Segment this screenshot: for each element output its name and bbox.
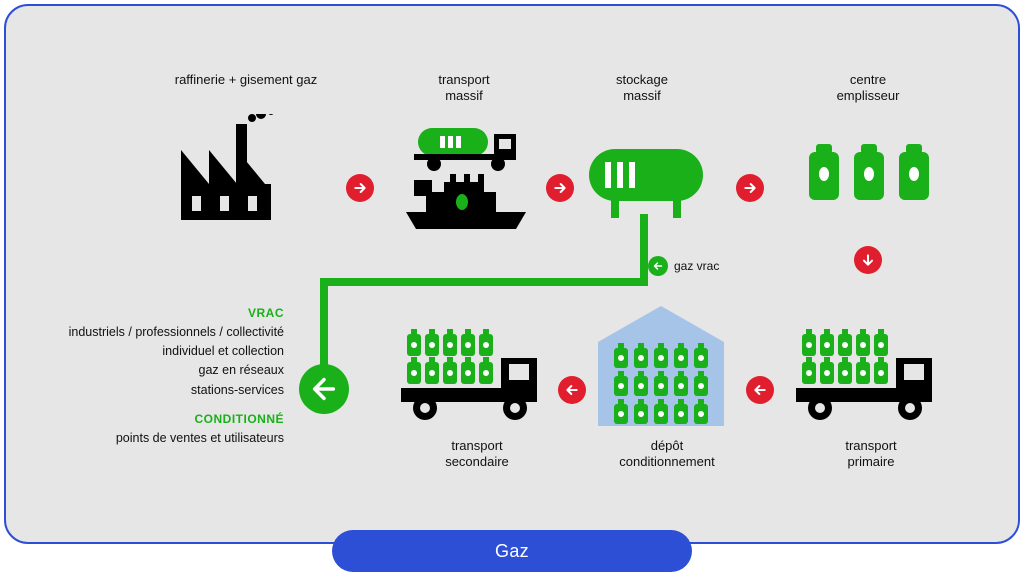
tm-l1: transport bbox=[438, 72, 489, 87]
diagram-frame: raffinerie + gisement gaz transport mass… bbox=[4, 4, 1020, 544]
vrac-l1: industriels / professionnels / collectiv… bbox=[26, 323, 284, 342]
transport-secondaire-icon bbox=[401, 326, 551, 436]
label-transport-secondaire: transport secondaire bbox=[412, 438, 542, 471]
dp-l2: conditionnement bbox=[619, 454, 714, 469]
centre-emplisseur-icon bbox=[801, 134, 941, 214]
vrac-l2: individuel et collection bbox=[26, 342, 284, 361]
transport-primaire-icon bbox=[796, 326, 946, 436]
tab-label: Gaz bbox=[495, 541, 529, 562]
ce-l2: emplisseur bbox=[837, 88, 900, 103]
tp-l1: transport bbox=[845, 438, 896, 453]
dest-vrac: VRAC industriels / professionnels / coll… bbox=[26, 304, 284, 400]
tab-gaz: Gaz bbox=[332, 530, 692, 572]
pipe-v2 bbox=[320, 278, 328, 368]
label-transport-primaire: transport primaire bbox=[806, 438, 936, 471]
ce-l1: centre bbox=[850, 72, 886, 87]
refinery-icon bbox=[176, 114, 306, 224]
refinery-label: raffinerie + gisement gaz bbox=[175, 72, 317, 87]
tp-l2: primaire bbox=[848, 454, 895, 469]
gaz-vrac-arrow bbox=[648, 256, 668, 276]
stage-refinery: raffinerie + gisement gaz bbox=[146, 72, 346, 96]
sm-l2: massif bbox=[623, 88, 661, 103]
arrow-right-2 bbox=[546, 174, 574, 202]
pipe-h bbox=[320, 278, 648, 286]
arrow-right-1 bbox=[346, 174, 374, 202]
depot-icon bbox=[596, 306, 726, 436]
arrow-right-3 bbox=[736, 174, 764, 202]
stockage-icon bbox=[581, 134, 711, 224]
dest-cond: CONDITIONNÉ points de ventes et utilisat… bbox=[26, 410, 284, 448]
arrow-down-1 bbox=[854, 246, 882, 274]
cond-l1: points de ventes et utilisateurs bbox=[26, 429, 284, 448]
final-arrow-left bbox=[299, 364, 349, 414]
vrac-l3: gaz en réseaux bbox=[26, 361, 284, 380]
ts-l1: transport bbox=[451, 438, 502, 453]
stage-centre: centre emplisseur bbox=[798, 72, 938, 113]
sm-l1: stockage bbox=[616, 72, 668, 87]
gaz-vrac-label: gaz vrac bbox=[674, 259, 719, 273]
pipe-v bbox=[640, 214, 648, 286]
arrow-left-1 bbox=[746, 376, 774, 404]
vrac-heading: VRAC bbox=[26, 304, 284, 323]
vrac-l4: stations-services bbox=[26, 381, 284, 400]
stage-transport-massif: transport massif bbox=[404, 72, 524, 113]
cond-heading: CONDITIONNÉ bbox=[26, 410, 284, 429]
stage-stockage: stockage massif bbox=[582, 72, 702, 113]
ts-l2: secondaire bbox=[445, 454, 509, 469]
tm-l2: massif bbox=[445, 88, 483, 103]
transport-massif-icon bbox=[396, 114, 536, 234]
arrow-left-2 bbox=[558, 376, 586, 404]
dp-l1: dépôt bbox=[651, 438, 684, 453]
label-depot: dépôt conditionnement bbox=[602, 438, 732, 471]
